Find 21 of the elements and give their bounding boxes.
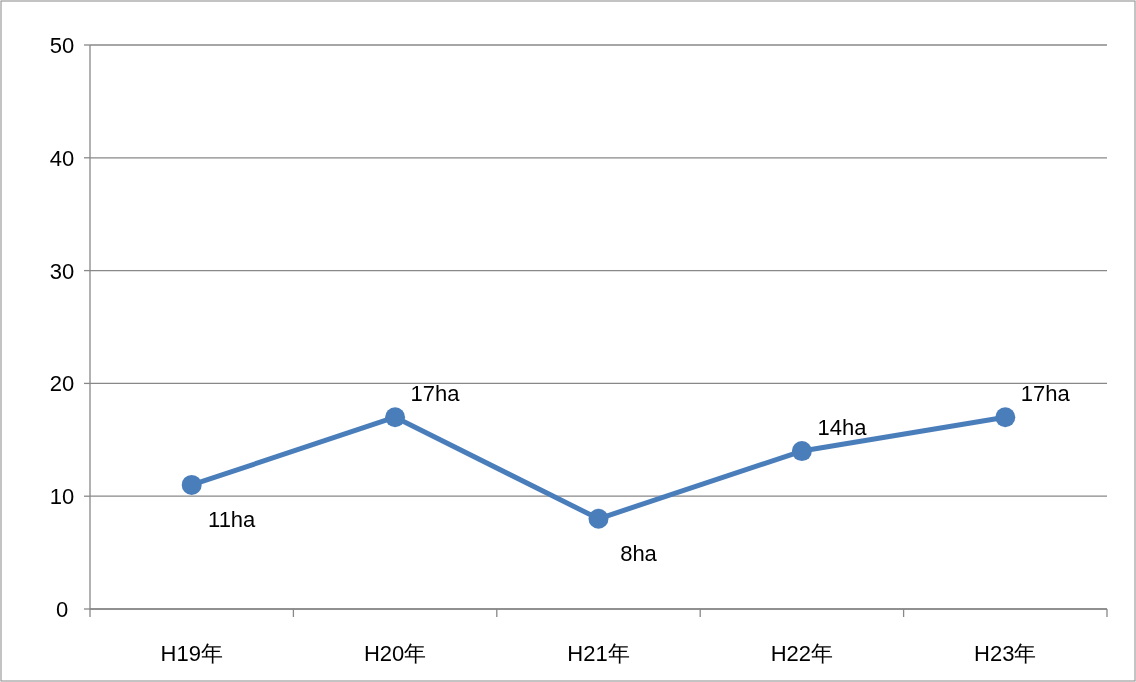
point <box>995 407 1016 428</box>
x-tick-label: H20年 <box>363 641 427 666</box>
data-label: 14ha <box>817 415 868 441</box>
point <box>385 407 406 428</box>
y-tick-label: 0 <box>55 597 69 622</box>
data-label: 8ha <box>620 540 658 566</box>
x-tick-label: H22年 <box>770 641 834 666</box>
point <box>791 441 812 462</box>
data-label: 17ha <box>1020 381 1071 407</box>
y-tick-label: 10 <box>49 484 75 510</box>
data-label: 11ha <box>208 506 257 532</box>
x-tick-label: H19年 <box>160 641 223 666</box>
data-label: 17ha <box>410 381 461 407</box>
y-tick-label: 30 <box>49 258 75 284</box>
point <box>588 508 609 529</box>
y-tick-label: 50 <box>49 33 75 58</box>
point <box>181 474 202 495</box>
y-tick-label: 40 <box>49 145 75 171</box>
y-tick-label: 20 <box>49 371 75 397</box>
x-tick-label: H23年 <box>974 641 1037 666</box>
x-tick-label: H21年 <box>567 641 630 666</box>
